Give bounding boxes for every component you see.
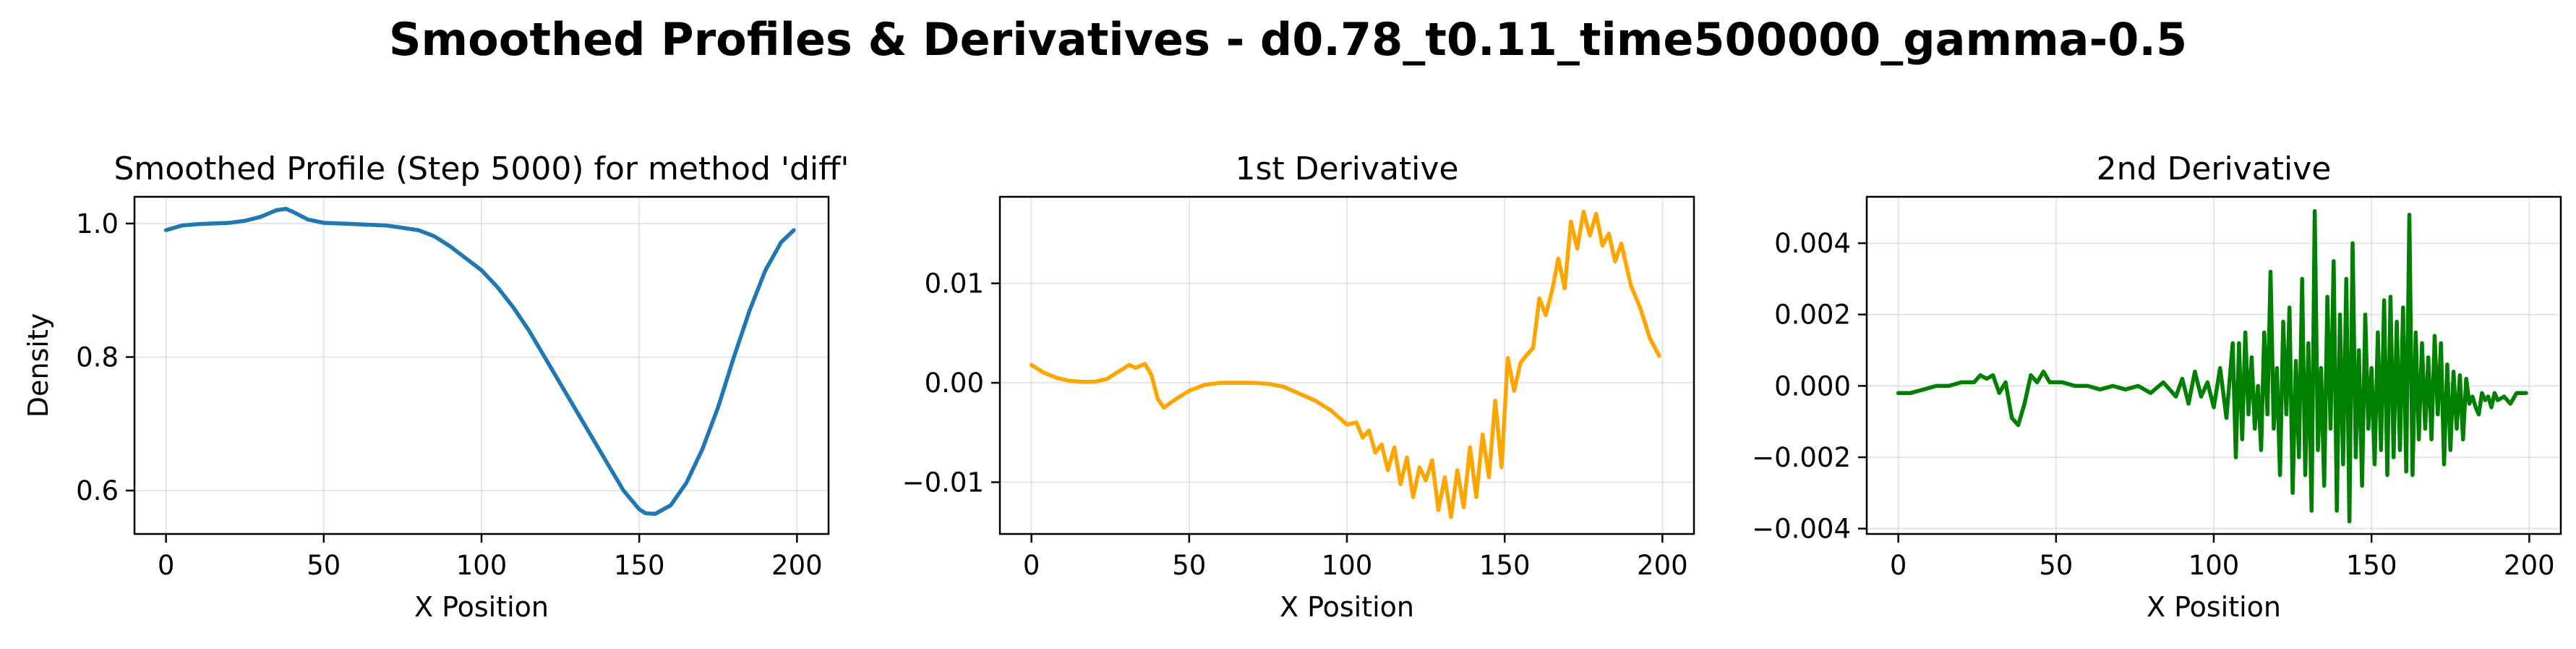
x-axis-label: X Position (2147, 591, 2281, 623)
y-tick-label: 0.6 (76, 475, 119, 506)
figure-title: Smoothed Profiles & Derivatives - d0.78_… (388, 13, 2188, 66)
x-tick-label: 0 (1023, 550, 1040, 581)
x-tick-label: 150 (1479, 550, 1531, 581)
y-tick-label: 0.01 (925, 268, 984, 300)
y-tick-label: −0.01 (902, 467, 984, 499)
x-tick-label: 100 (456, 550, 508, 581)
x-tick-label: 50 (307, 550, 341, 581)
series-line (1029, 209, 1661, 519)
axes-title: 1st Derivative (1235, 150, 1458, 187)
y-tick-label: 1.0 (76, 208, 119, 239)
y-tick-label: −0.004 (1752, 514, 1851, 545)
x-tick-label: 150 (614, 550, 665, 581)
y-tick-label: 0.8 (76, 342, 119, 373)
y-tick-label: 0.002 (1774, 300, 1851, 331)
x-tick-label: 100 (1322, 550, 1373, 581)
axes-title: 2nd Derivative (2097, 150, 2332, 187)
x-tick-label: 50 (2039, 550, 2073, 581)
series-line (1896, 208, 2528, 524)
axes-first-derivative: 0 50 100 150 200 −0.01 0.00 0.01 1st Derivative X… (902, 150, 1695, 623)
x-tick-label: 200 (771, 550, 823, 581)
x-tick-label: 50 (1172, 550, 1206, 581)
x-axis-label: X Position (1280, 591, 1414, 623)
y-tick-label: 0.004 (1774, 228, 1851, 259)
axes-title: Smoothed Profile (Step 5000) for method … (114, 150, 849, 187)
y-tick-label: 0.000 (1774, 370, 1851, 402)
y-axis-label: Density (22, 313, 54, 417)
x-tick-label: 0 (1890, 550, 1907, 581)
x-tick-label: 200 (2504, 550, 2555, 581)
axes-smoothed-profile: 0 50 100 150 200 0.6 0.8 1.0 Smoothed Profile (S… (22, 150, 850, 623)
x-tick-label: 150 (2346, 550, 2397, 581)
axes-second-derivative: 0 50 100 150 200 −0.004 −0.002 0.000 0.002 0.004 2… (1752, 150, 2562, 623)
x-tick-label: 100 (2188, 550, 2240, 581)
x-tick-label: 200 (1637, 550, 1688, 581)
x-axis-label: X Position (414, 591, 549, 623)
y-tick-label: −0.002 (1752, 442, 1851, 473)
x-tick-label: 0 (158, 550, 175, 581)
series-line (163, 206, 796, 517)
y-tick-label: 0.00 (925, 368, 984, 399)
